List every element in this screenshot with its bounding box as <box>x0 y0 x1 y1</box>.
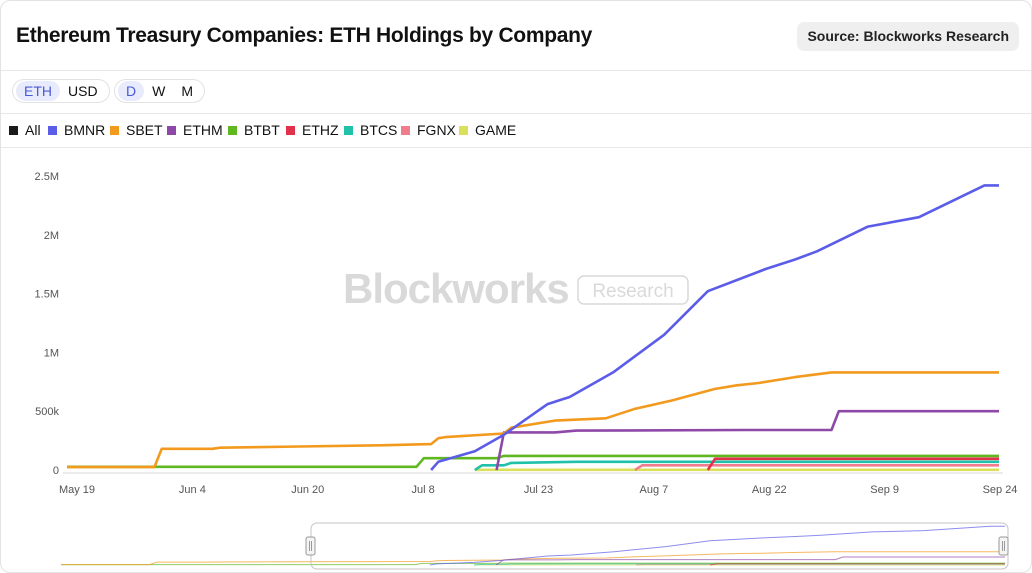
legend-item-sbet[interactable]: SBET <box>110 122 163 138</box>
legend-label: GAME <box>475 122 517 138</box>
legend-swatch <box>48 125 57 135</box>
watermark-tag-box <box>577 275 689 305</box>
interval-toggle: D W M <box>114 79 206 103</box>
y-axis: 0 500k 1M 1.5M 2M 2.5M <box>35 171 60 477</box>
handle-left-body[interactable] <box>305 536 316 556</box>
legend-swatch <box>459 125 468 135</box>
legend-item-ethz[interactable]: ETHZ <box>286 122 339 138</box>
y-tick-label: 2M <box>44 230 59 242</box>
unit-eth-button[interactable]: ETH <box>16 81 60 101</box>
watermark-brand: Blockworks <box>343 265 569 312</box>
navigator-selection[interactable] <box>310 522 1009 570</box>
interval-day-button[interactable]: D <box>118 81 145 101</box>
handle-right-body[interactable] <box>998 536 1009 556</box>
watermark: Blockworks Research <box>343 265 689 312</box>
unit-usd-button[interactable]: USD <box>68 83 98 99</box>
legend-swatch <box>9 125 18 135</box>
legend-swatch <box>167 125 176 135</box>
legend-item-bmnr[interactable]: BMNR <box>48 122 105 138</box>
y-tick-label: 500k <box>35 406 59 418</box>
y-tick-label: 1M <box>44 347 59 359</box>
x-tick-label: Aug 22 <box>752 484 787 496</box>
legend-swatch <box>110 125 119 135</box>
series-line-fgnx[interactable] <box>634 464 999 472</box>
x-tick-label: May 19 <box>59 484 95 496</box>
y-tick-label: 1.5M <box>35 289 59 301</box>
series-line-bmnr[interactable] <box>430 184 999 471</box>
series-line-ethm[interactable] <box>495 409 999 471</box>
series-line-btcs[interactable] <box>474 460 999 472</box>
legend-item-all[interactable]: All <box>9 122 41 138</box>
y-tick-label: 0 <box>53 465 59 477</box>
header: Ethereum Treasury Companies: ETH Holding… <box>1 1 1031 71</box>
legend-swatch <box>401 125 410 135</box>
legend-item-game[interactable]: GAME <box>459 122 516 138</box>
legend: All BMNR SBET ETHM BTBT ETHZ BTCS FGNX <box>1 114 1031 148</box>
unit-toggle: ETH USD <box>12 79 110 103</box>
legend-item-btcs[interactable]: BTCS <box>344 122 397 138</box>
legend-item-btbt[interactable]: BTBT <box>228 122 280 138</box>
navigator-line-ethm <box>495 556 1005 566</box>
x-tick-label: Sep 24 <box>983 484 1018 496</box>
navigator-handle-left[interactable] <box>305 536 316 556</box>
legend-item-ethm[interactable]: ETHM <box>167 122 223 138</box>
legend-swatch <box>286 125 295 135</box>
legend-label: BTCS <box>360 122 398 138</box>
series-line-btbt[interactable] <box>67 454 999 469</box>
legend-label: SBET <box>126 122 163 138</box>
x-tick-label: Jul 23 <box>524 484 553 496</box>
x-tick-label: Jul 8 <box>412 484 435 496</box>
series-line-ethz[interactable] <box>706 457 999 471</box>
navigator-handle-right[interactable] <box>998 536 1009 556</box>
legend-label: BMNR <box>64 122 106 138</box>
watermark-tag: Research <box>592 281 673 302</box>
range-navigator <box>61 522 1009 570</box>
interval-month-button[interactable]: M <box>181 83 194 99</box>
legend-swatch <box>228 125 237 135</box>
series-line-sbet[interactable] <box>67 371 999 469</box>
navigator-lines <box>61 525 1005 566</box>
legend-label: ETHZ <box>302 122 339 138</box>
interval-week-button[interactable]: W <box>152 83 166 99</box>
legend-label: ETHM <box>183 122 223 138</box>
legend-swatch <box>344 125 353 135</box>
x-tick-label: Aug 7 <box>640 484 669 496</box>
x-axis: May 19 Jun 4 Jun 20 Jul 8 Jul 23 Aug 7 Aug 22 S… <box>59 484 1017 496</box>
chart-title: Ethereum Treasury Companies: ETH Holding… <box>16 24 593 47</box>
legend-item-fgnx[interactable]: FGNX <box>401 122 456 138</box>
series-lines <box>67 184 999 472</box>
legend-label: BTBT <box>244 122 280 138</box>
navigator-line-btcs <box>473 563 1005 566</box>
toolbar: ETH USD D W M <box>1 71 1031 114</box>
legend-label: All <box>25 122 41 138</box>
x-tick-label: Jun 20 <box>291 484 324 496</box>
legend-label: FGNX <box>417 122 456 138</box>
navigator-line-bmnr <box>429 525 1005 566</box>
x-tick-label: Sep 9 <box>870 484 899 496</box>
x-tick-label: Jun 4 <box>179 484 206 496</box>
source-badge[interactable]: Source: Blockworks Research <box>797 22 1019 51</box>
y-tick-label: 2.5M <box>35 171 59 183</box>
